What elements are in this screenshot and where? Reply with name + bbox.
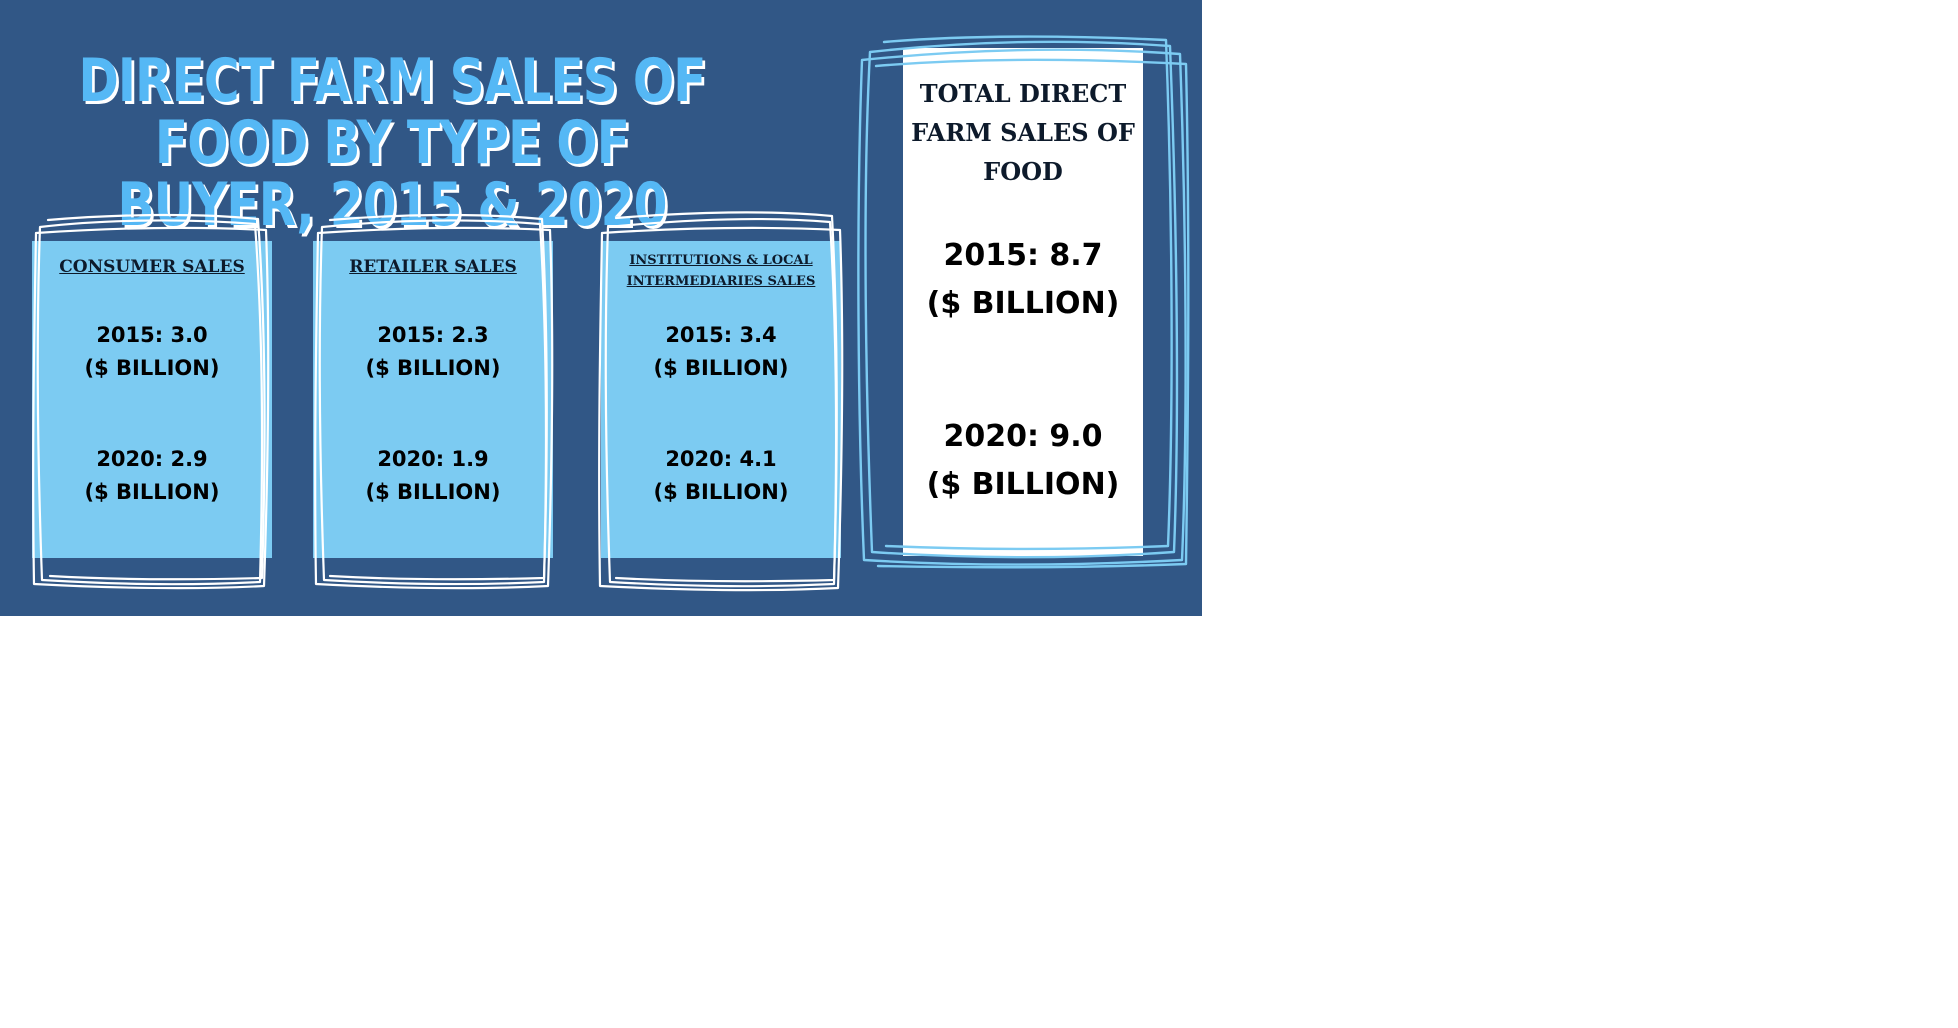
consumer-sales-2020-value: 2020: 2.9 ($ BILLION) [32,443,272,509]
total-2015-label: 2015: 8.7 [943,238,1103,273]
consumer-sales-card: CONSUMER SALES 2015: 3.0 ($ BILLION) 202… [32,241,272,558]
total-sales-2015-value: 2015: 8.7 ($ BILLION) [903,232,1143,328]
retailer-sales-2015-value: 2015: 2.3 ($ BILLION) [313,319,553,385]
institutions-2015-unit: ($ BILLION) [653,356,789,380]
retailer-sales-heading: RETAILER SALES [349,257,517,277]
consumer-2020-label: 2020: 2.9 [96,447,208,471]
institutions-sales-heading: INSTITUTIONS & LOCAL INTERMEDIARIES SALE… [626,253,816,289]
total-2020-label: 2020: 9.0 [943,419,1103,454]
retailer-2020-label: 2020: 1.9 [377,447,489,471]
infographic-title: DIRECT FARM SALES OF FOOD BY TYPE OF BUY… [78,46,706,240]
retailer-sales-2020-value: 2020: 1.9 ($ BILLION) [313,443,553,509]
total-2015-unit: ($ BILLION) [926,286,1120,321]
retailer-2015-label: 2015: 2.3 [377,323,489,347]
institutions-sales-card: INSTITUTIONS & LOCAL INTERMEDIARIES SALE… [601,241,841,558]
institutions-sales-2015-value: 2015: 3.4 ($ BILLION) [601,319,841,385]
consumer-sales-2015-value: 2015: 3.0 ($ BILLION) [32,319,272,385]
retailer-sales-card: RETAILER SALES 2015: 2.3 ($ BILLION) 202… [313,241,553,558]
institutions-sales-2020-value: 2020: 4.1 ($ BILLION) [601,443,841,509]
total-2020-unit: ($ BILLION) [926,467,1120,502]
institutions-2015-label: 2015: 3.4 [665,323,777,347]
consumer-sales-heading: CONSUMER SALES [59,257,245,277]
consumer-2015-unit: ($ BILLION) [84,356,220,380]
retailer-2020-unit: ($ BILLION) [365,480,501,504]
infographic-panel: DIRECT FARM SALES OF FOOD BY TYPE OF BUY… [0,0,1202,616]
consumer-2015-label: 2015: 3.0 [96,323,208,347]
consumer-2020-unit: ($ BILLION) [84,480,220,504]
institutions-2020-label: 2020: 4.1 [665,447,777,471]
institutions-2020-unit: ($ BILLION) [653,480,789,504]
total-sales-heading: TOTAL DIRECT FARM SALES OF FOOD [911,79,1135,186]
total-sales-2020-value: 2020: 9.0 ($ BILLION) [903,413,1143,509]
total-sales-card: TOTAL DIRECT FARM SALES OF FOOD 2015: 8.… [903,48,1143,556]
retailer-2015-unit: ($ BILLION) [365,356,501,380]
